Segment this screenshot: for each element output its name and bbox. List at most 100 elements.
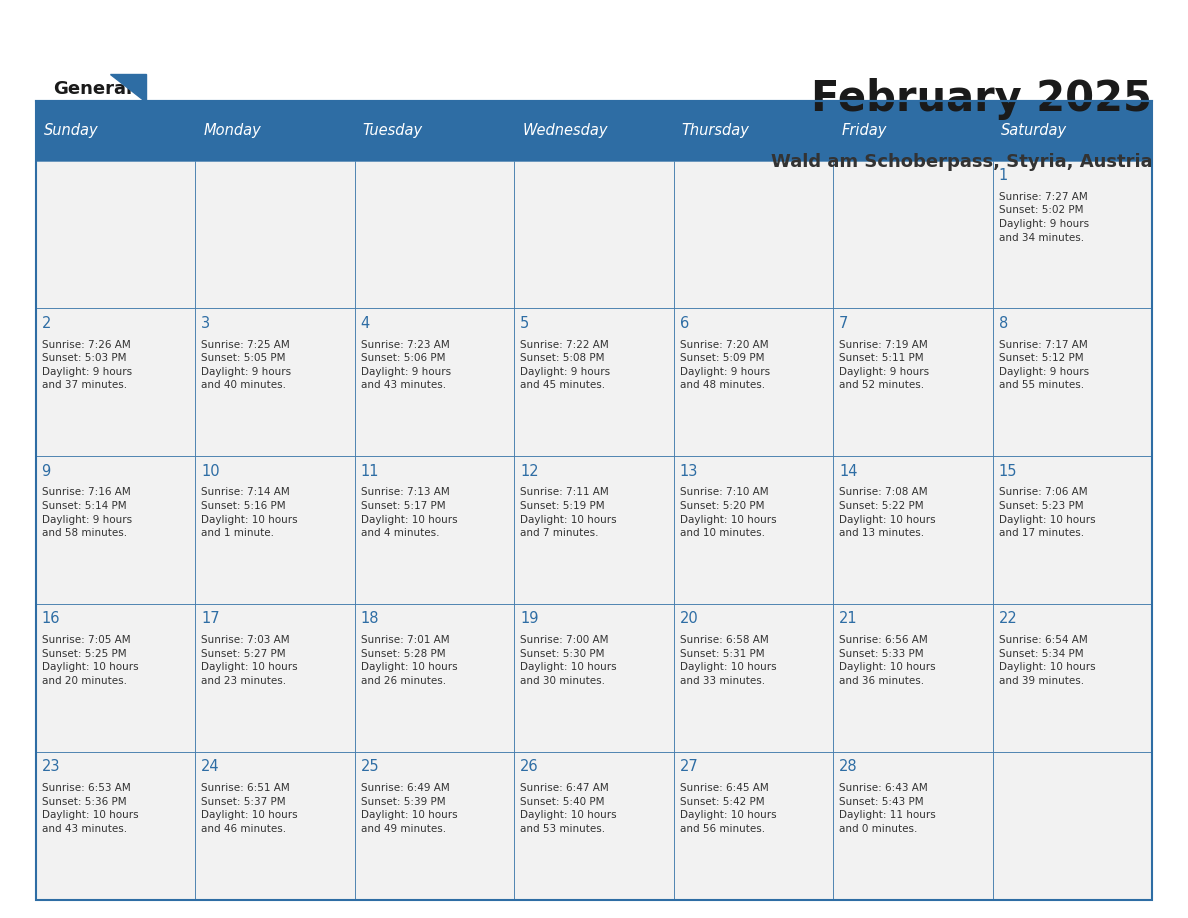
Bar — [514, 161, 674, 308]
Bar — [674, 604, 833, 752]
Text: 11: 11 — [361, 464, 379, 478]
Text: Sunrise: 7:20 AM
Sunset: 5:09 PM
Daylight: 9 hours
and 48 minutes.: Sunrise: 7:20 AM Sunset: 5:09 PM Dayligh… — [680, 340, 770, 390]
Text: Wald am Schoberpass, Styria, Austria: Wald am Schoberpass, Styria, Austria — [771, 153, 1152, 172]
Bar — [36, 161, 195, 308]
Text: Sunrise: 7:05 AM
Sunset: 5:25 PM
Daylight: 10 hours
and 20 minutes.: Sunrise: 7:05 AM Sunset: 5:25 PM Dayligh… — [42, 635, 138, 686]
Bar — [195, 752, 355, 900]
Bar — [833, 161, 993, 308]
Text: 27: 27 — [680, 759, 699, 774]
Bar — [355, 161, 514, 308]
Text: Sunrise: 6:58 AM
Sunset: 5:31 PM
Daylight: 10 hours
and 33 minutes.: Sunrise: 6:58 AM Sunset: 5:31 PM Dayligh… — [680, 635, 776, 686]
Polygon shape — [110, 74, 146, 102]
Text: Sunrise: 6:49 AM
Sunset: 5:39 PM
Daylight: 10 hours
and 49 minutes.: Sunrise: 6:49 AM Sunset: 5:39 PM Dayligh… — [361, 783, 457, 834]
Text: General: General — [53, 80, 133, 98]
Text: Sunrise: 7:23 AM
Sunset: 5:06 PM
Daylight: 9 hours
and 43 minutes.: Sunrise: 7:23 AM Sunset: 5:06 PM Dayligh… — [361, 340, 450, 390]
Text: 26: 26 — [520, 759, 539, 774]
Text: Sunrise: 7:01 AM
Sunset: 5:28 PM
Daylight: 10 hours
and 26 minutes.: Sunrise: 7:01 AM Sunset: 5:28 PM Dayligh… — [361, 635, 457, 686]
Bar — [355, 752, 514, 900]
Bar — [993, 308, 1152, 456]
Text: 17: 17 — [201, 611, 220, 626]
Text: Sunday: Sunday — [44, 123, 99, 139]
Text: Monday: Monday — [203, 123, 261, 139]
Bar — [514, 308, 674, 456]
Text: Sunrise: 7:22 AM
Sunset: 5:08 PM
Daylight: 9 hours
and 45 minutes.: Sunrise: 7:22 AM Sunset: 5:08 PM Dayligh… — [520, 340, 611, 390]
Bar — [195, 101, 355, 161]
Text: 25: 25 — [361, 759, 379, 774]
Bar — [36, 101, 1152, 900]
Text: 28: 28 — [839, 759, 858, 774]
Bar — [355, 604, 514, 752]
Text: 15: 15 — [999, 464, 1017, 478]
Text: 19: 19 — [520, 611, 538, 626]
Text: Sunrise: 7:27 AM
Sunset: 5:02 PM
Daylight: 9 hours
and 34 minutes.: Sunrise: 7:27 AM Sunset: 5:02 PM Dayligh… — [999, 192, 1089, 242]
Text: 9: 9 — [42, 464, 51, 478]
Text: 16: 16 — [42, 611, 61, 626]
Text: 24: 24 — [201, 759, 220, 774]
Bar — [195, 308, 355, 456]
Bar — [674, 308, 833, 456]
Text: Sunrise: 7:10 AM
Sunset: 5:20 PM
Daylight: 10 hours
and 10 minutes.: Sunrise: 7:10 AM Sunset: 5:20 PM Dayligh… — [680, 487, 776, 538]
Text: Wednesday: Wednesday — [523, 123, 608, 139]
Text: 12: 12 — [520, 464, 539, 478]
Bar — [36, 752, 195, 900]
Text: February 2025: February 2025 — [811, 78, 1152, 120]
Text: 2: 2 — [42, 316, 51, 330]
Text: 18: 18 — [361, 611, 379, 626]
Bar — [36, 101, 195, 161]
Bar — [833, 101, 993, 161]
Text: 10: 10 — [201, 464, 220, 478]
Bar — [833, 308, 993, 456]
Bar — [993, 752, 1152, 900]
Bar — [355, 456, 514, 604]
Bar — [514, 101, 674, 161]
Bar — [514, 604, 674, 752]
Text: Sunrise: 6:51 AM
Sunset: 5:37 PM
Daylight: 10 hours
and 46 minutes.: Sunrise: 6:51 AM Sunset: 5:37 PM Dayligh… — [201, 783, 298, 834]
Bar — [195, 456, 355, 604]
Bar — [833, 456, 993, 604]
Text: 4: 4 — [361, 316, 369, 330]
Text: 6: 6 — [680, 316, 689, 330]
Bar — [993, 456, 1152, 604]
Text: 5: 5 — [520, 316, 530, 330]
Text: Blue: Blue — [116, 101, 162, 119]
Text: Sunrise: 7:25 AM
Sunset: 5:05 PM
Daylight: 9 hours
and 40 minutes.: Sunrise: 7:25 AM Sunset: 5:05 PM Dayligh… — [201, 340, 291, 390]
Text: Sunrise: 7:11 AM
Sunset: 5:19 PM
Daylight: 10 hours
and 7 minutes.: Sunrise: 7:11 AM Sunset: 5:19 PM Dayligh… — [520, 487, 617, 538]
Text: Sunrise: 7:08 AM
Sunset: 5:22 PM
Daylight: 10 hours
and 13 minutes.: Sunrise: 7:08 AM Sunset: 5:22 PM Dayligh… — [839, 487, 936, 538]
Text: Sunrise: 7:16 AM
Sunset: 5:14 PM
Daylight: 9 hours
and 58 minutes.: Sunrise: 7:16 AM Sunset: 5:14 PM Dayligh… — [42, 487, 132, 538]
Text: Sunrise: 6:47 AM
Sunset: 5:40 PM
Daylight: 10 hours
and 53 minutes.: Sunrise: 6:47 AM Sunset: 5:40 PM Dayligh… — [520, 783, 617, 834]
Bar — [833, 604, 993, 752]
Bar — [993, 604, 1152, 752]
Bar — [36, 604, 195, 752]
Text: 7: 7 — [839, 316, 848, 330]
Text: Saturday: Saturday — [1000, 123, 1067, 139]
Bar — [355, 308, 514, 456]
Text: Sunrise: 7:14 AM
Sunset: 5:16 PM
Daylight: 10 hours
and 1 minute.: Sunrise: 7:14 AM Sunset: 5:16 PM Dayligh… — [201, 487, 298, 538]
Text: Sunrise: 7:26 AM
Sunset: 5:03 PM
Daylight: 9 hours
and 37 minutes.: Sunrise: 7:26 AM Sunset: 5:03 PM Dayligh… — [42, 340, 132, 390]
Text: Friday: Friday — [841, 123, 886, 139]
Bar — [195, 604, 355, 752]
Bar — [355, 101, 514, 161]
Text: Sunrise: 6:45 AM
Sunset: 5:42 PM
Daylight: 10 hours
and 56 minutes.: Sunrise: 6:45 AM Sunset: 5:42 PM Dayligh… — [680, 783, 776, 834]
Text: Sunrise: 6:54 AM
Sunset: 5:34 PM
Daylight: 10 hours
and 39 minutes.: Sunrise: 6:54 AM Sunset: 5:34 PM Dayligh… — [999, 635, 1095, 686]
Text: 3: 3 — [201, 316, 210, 330]
Bar — [674, 456, 833, 604]
Bar — [993, 161, 1152, 308]
Bar — [514, 456, 674, 604]
Text: 1: 1 — [999, 168, 1009, 183]
Bar — [674, 161, 833, 308]
Bar — [514, 752, 674, 900]
Text: 8: 8 — [999, 316, 1009, 330]
Bar — [36, 456, 195, 604]
Text: Sunrise: 7:17 AM
Sunset: 5:12 PM
Daylight: 9 hours
and 55 minutes.: Sunrise: 7:17 AM Sunset: 5:12 PM Dayligh… — [999, 340, 1089, 390]
Text: 13: 13 — [680, 464, 699, 478]
Text: Sunrise: 6:53 AM
Sunset: 5:36 PM
Daylight: 10 hours
and 43 minutes.: Sunrise: 6:53 AM Sunset: 5:36 PM Dayligh… — [42, 783, 138, 834]
Text: 22: 22 — [999, 611, 1017, 626]
Bar — [674, 101, 833, 161]
Text: Sunrise: 7:00 AM
Sunset: 5:30 PM
Daylight: 10 hours
and 30 minutes.: Sunrise: 7:00 AM Sunset: 5:30 PM Dayligh… — [520, 635, 617, 686]
Text: Sunrise: 7:06 AM
Sunset: 5:23 PM
Daylight: 10 hours
and 17 minutes.: Sunrise: 7:06 AM Sunset: 5:23 PM Dayligh… — [999, 487, 1095, 538]
Text: Sunrise: 6:43 AM
Sunset: 5:43 PM
Daylight: 11 hours
and 0 minutes.: Sunrise: 6:43 AM Sunset: 5:43 PM Dayligh… — [839, 783, 936, 834]
Bar — [833, 752, 993, 900]
Bar — [36, 308, 195, 456]
Text: Sunrise: 7:19 AM
Sunset: 5:11 PM
Daylight: 9 hours
and 52 minutes.: Sunrise: 7:19 AM Sunset: 5:11 PM Dayligh… — [839, 340, 929, 390]
Bar — [674, 752, 833, 900]
